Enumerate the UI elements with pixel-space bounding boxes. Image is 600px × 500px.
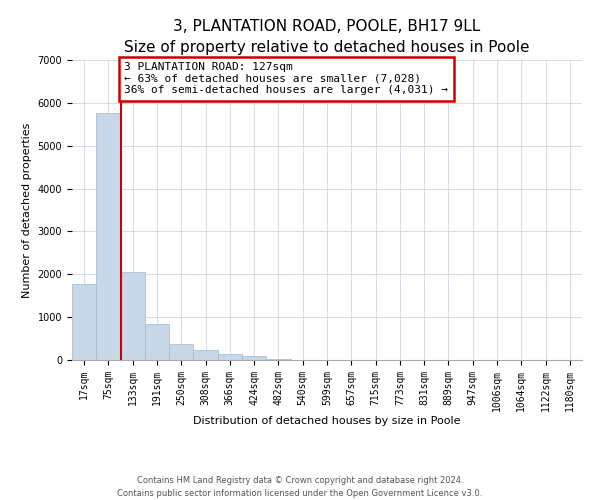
Text: 3 PLANTATION ROAD: 127sqm
← 63% of detached houses are smaller (7,028)
36% of se: 3 PLANTATION ROAD: 127sqm ← 63% of detac…	[124, 62, 448, 96]
Text: Contains HM Land Registry data © Crown copyright and database right 2024.
Contai: Contains HM Land Registry data © Crown c…	[118, 476, 482, 498]
Bar	[242, 356, 266, 360]
Bar	[72, 284, 96, 360]
Bar	[169, 344, 193, 360]
Bar	[121, 272, 145, 360]
X-axis label: Distribution of detached houses by size in Poole: Distribution of detached houses by size …	[193, 416, 461, 426]
Bar	[218, 354, 242, 360]
Y-axis label: Number of detached properties: Number of detached properties	[22, 122, 32, 298]
Title: 3, PLANTATION ROAD, POOLE, BH17 9LL
Size of property relative to detached houses: 3, PLANTATION ROAD, POOLE, BH17 9LL Size…	[124, 18, 530, 55]
Bar	[145, 324, 169, 360]
Bar	[266, 358, 290, 360]
Bar	[193, 350, 218, 360]
Bar	[96, 113, 121, 360]
